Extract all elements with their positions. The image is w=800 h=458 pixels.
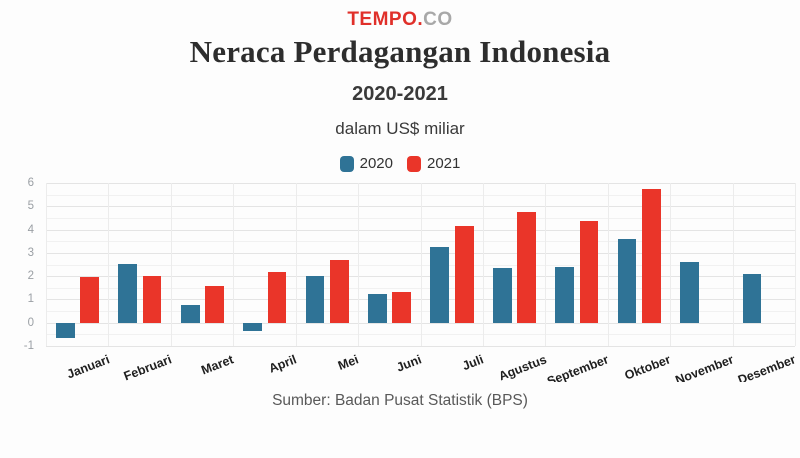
tempo-logo: TEMPO.CO [0,9,800,31]
bar-2020-november [680,262,699,323]
gridline-vertical [295,183,297,346]
bar-2021-april [267,271,287,323]
bar-2021-oktober [642,189,661,323]
legend-item-2021: 2021 [407,155,460,172]
unit-label: dalam US$ miliar [335,119,465,138]
y-axis: -1 0 1 2 3 4 5 6 [0,177,42,352]
bar-2021-januari [80,277,100,323]
bar-2021-agustus [517,212,536,323]
x-axis-labels: Januari Februari Maret April Mei Juni Juli Agus… [46,346,795,382]
bar-2021-juni [392,291,412,323]
y-tick-label: -1 [23,340,34,352]
bar-2020-juni [368,293,387,323]
gridline-vertical [607,183,609,346]
y-tick-label: 0 [27,316,34,329]
logo-text-co: CO [423,9,453,30]
gridline-vertical [358,183,360,346]
legend-swatch-2020 [339,155,354,172]
gridline-vertical [420,183,422,346]
plot-area [46,183,796,347]
gridline-horizontal [46,346,795,347]
y-tick-label: 1 [27,293,34,306]
y-tick-label: 3 [27,246,34,259]
bar-2021-maret [205,286,224,323]
gridline-vertical [233,183,235,346]
legend-item-2020: 2020 [339,155,393,172]
gridline-vertical [108,183,110,346]
gridline-vertical [545,183,547,346]
trade-balance-bar-chart: -1 0 1 2 3 4 5 6 [0,177,800,352]
bar-2020-februari [118,264,138,323]
y-tick-label: 6 [27,177,34,189]
bar-2021-mei [329,260,349,323]
bar-2020-april [243,322,262,331]
legend-label-2021: 2021 [427,155,461,172]
legend-label-2020: 2020 [359,155,393,172]
bar-2020-januari [55,322,75,338]
page-title: Neraca Perdagangan Indonesia [189,34,611,69]
bar-2020-oktober [617,239,637,323]
bar-2020-juli [430,246,450,323]
bar-2021-september [579,220,599,323]
logo-text-tempo: TEMPO. [347,9,424,30]
bar-2020-agustus [492,267,512,323]
chart-subtitle-years: 2020-2021 [352,83,448,105]
gridline-vertical [732,183,734,346]
gridline-vertical [670,183,672,346]
gridline-vertical [46,183,47,346]
y-tick-label: 2 [27,270,34,283]
y-tick-label: 5 [27,200,34,213]
bar-2020-desember [742,273,762,323]
gridline-vertical [795,183,796,346]
y-tick-label: 4 [27,223,34,236]
gridline-vertical [170,183,172,346]
bar-2020-maret [180,305,200,323]
bar-2020-september [555,267,575,323]
bar-2020-mei [305,275,325,323]
bar-2021-juli [454,226,474,323]
gridline-vertical [482,183,484,346]
source-note: Sumber: Badan Pusat Statistik (BPS) [272,392,528,409]
bar-2021-februari [142,275,162,323]
chart-legend: 2020 2021 [0,155,800,172]
legend-swatch-2021 [407,155,421,172]
